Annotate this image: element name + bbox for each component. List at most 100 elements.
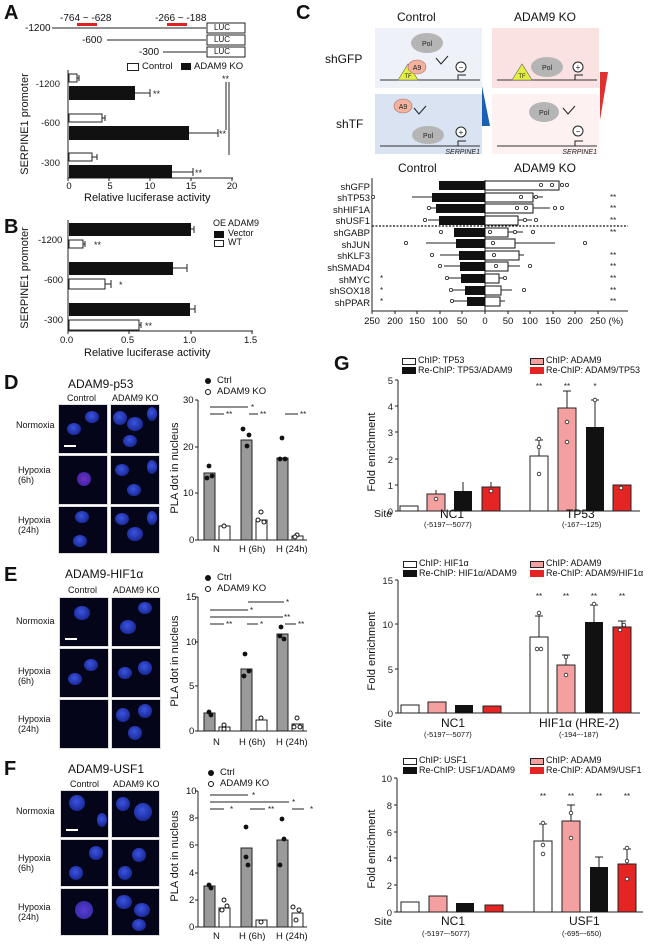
d-xtick-h24: H (24h)	[276, 544, 308, 555]
panel-label-b: B	[4, 216, 19, 238]
g3-legend-3: Re-ChIP: ADAM9/USF1	[546, 765, 642, 775]
d-ytick-0: 0	[189, 535, 195, 546]
micrograph	[111, 790, 160, 838]
svg-text:*: *	[593, 382, 596, 391]
c-row-label: shTP53	[337, 193, 370, 204]
chart-e: ****** * **	[195, 596, 307, 732]
c-row-label: shSMAD4	[327, 263, 370, 274]
d-title: ADAM9-p53	[68, 377, 134, 391]
svg-text:-300: -300	[41, 158, 60, 169]
c-xtick: 100	[432, 316, 448, 327]
c-plot-header-adam9ko: ADAM9 KO	[514, 161, 577, 175]
e-row-hypoxia24: Hypoxia (24h)	[18, 714, 51, 734]
e-ytick-5: 5	[189, 681, 195, 692]
svg-text:**: **	[610, 251, 616, 260]
d-row-normoxia: Normoxia	[16, 420, 55, 430]
svg-text:Pol: Pol	[539, 110, 550, 117]
micrograph	[59, 648, 109, 698]
svg-text:**: **	[568, 792, 574, 801]
svg-text:*: *	[380, 286, 383, 295]
svg-text:**: **	[260, 410, 266, 419]
b-ytick-300: -300	[44, 315, 64, 326]
svg-text:**: **	[153, 89, 161, 99]
svg-text:**: **	[300, 410, 306, 419]
legend-dot-ko	[205, 389, 211, 395]
d-xtick-h6: H (6h)	[239, 544, 266, 555]
legend-swatch	[403, 758, 417, 765]
c-row-label: shHIF1A	[333, 205, 370, 216]
chart-b: ** * **	[67, 220, 253, 334]
panel-label-e: E	[4, 564, 18, 586]
svg-text:*: *	[260, 620, 263, 629]
svg-text:**: **	[624, 792, 630, 801]
d-ytick-10: 10	[183, 488, 194, 499]
svg-text:**: **	[610, 216, 616, 225]
b-legend-vector: Vector	[228, 228, 254, 238]
g1-site-nc1-range: (-5197~-5077)	[424, 520, 472, 529]
g-site-label: Site	[374, 718, 393, 730]
c-model-diagram: Pol TF A9 − A9 Pol + SERPINE1 TF Pol + P…	[375, 28, 608, 156]
panel-label-g: G	[334, 353, 350, 375]
micrograph	[59, 699, 109, 749]
svg-text:-1200: -1200	[36, 79, 60, 90]
f-row-normoxia: Normoxia	[16, 806, 55, 816]
e-ytick-15: 15	[186, 592, 197, 603]
g3-site-nc1: NC1	[441, 914, 466, 928]
legend-dot-ko	[208, 781, 214, 787]
g3-site-nc1-range: (-5197~-5077)	[422, 929, 470, 938]
svg-text:*: *	[251, 403, 254, 412]
svg-text:5: 5	[388, 376, 393, 387]
c-xtick: 150	[409, 316, 425, 327]
svg-text:*: *	[292, 798, 295, 807]
svg-text:*: *	[380, 297, 383, 306]
svg-text:**: **	[596, 792, 602, 801]
svg-text:5: 5	[388, 665, 393, 676]
f-ytick-8: 8	[189, 813, 195, 824]
e-col-adam9ko: ADAM9 KO	[113, 585, 160, 595]
svg-text:A9: A9	[413, 65, 422, 72]
a-xtick-10: 10	[144, 181, 156, 192]
luc-label-1: LUC	[214, 23, 231, 32]
svg-text:6: 6	[387, 828, 392, 839]
chart-d: *** ** **	[195, 399, 307, 541]
e-legend-ko: ADAM9 KO	[217, 583, 267, 594]
svg-text:8: 8	[387, 801, 392, 812]
legend-swatch	[530, 367, 544, 374]
svg-text:**: **	[145, 321, 153, 331]
d-row-hypoxia6: Hypoxia (6h)	[18, 465, 51, 485]
svg-text:**: **	[536, 592, 542, 601]
e-ytick-10: 10	[186, 637, 197, 648]
g3-legend-2: Re-ChIP: USF1/ADAM9	[419, 765, 516, 775]
svg-text:**: **	[610, 286, 616, 295]
svg-text:**: **	[195, 168, 203, 178]
b-xtick-15: 1.5	[244, 335, 258, 346]
c-row-label: shGFP	[340, 182, 370, 193]
d-legend-ctrl: Ctrl	[217, 375, 232, 386]
c-row-shgfp: shGFP	[325, 52, 363, 66]
g2-legend-0: ChIP: HIF1α	[419, 558, 469, 568]
svg-text:**: **	[222, 74, 230, 84]
legend-swatch	[403, 561, 417, 568]
c-row-label: shJUN	[341, 240, 370, 251]
legend-dot-ko	[205, 586, 211, 592]
g2-legend-1: ChIP: ADAM9	[546, 558, 602, 568]
d-ytick-30: 30	[183, 395, 194, 406]
region-label-1: -764 ~ -628	[60, 13, 112, 24]
construct-start-1: -1200	[25, 23, 51, 34]
legend-swatch	[530, 570, 544, 577]
svg-text:**: **	[536, 382, 542, 391]
svg-text:*: *	[252, 791, 255, 800]
svg-text:+: +	[576, 63, 581, 72]
micrograph	[60, 888, 109, 936]
legend-swatch	[530, 561, 544, 568]
svg-text:*: *	[286, 598, 289, 607]
construct-start-2: -600	[82, 35, 103, 46]
luc-label-2: LUC	[214, 35, 231, 44]
c-xtick: 0	[482, 316, 488, 327]
micrograph	[111, 888, 160, 936]
f-legend-ko: ADAM9 KO	[220, 778, 270, 789]
b-ylabel: SERPINE1 promoter	[19, 227, 31, 329]
b-xtick-05: 0.5	[121, 335, 135, 346]
svg-text:A9: A9	[399, 104, 408, 111]
